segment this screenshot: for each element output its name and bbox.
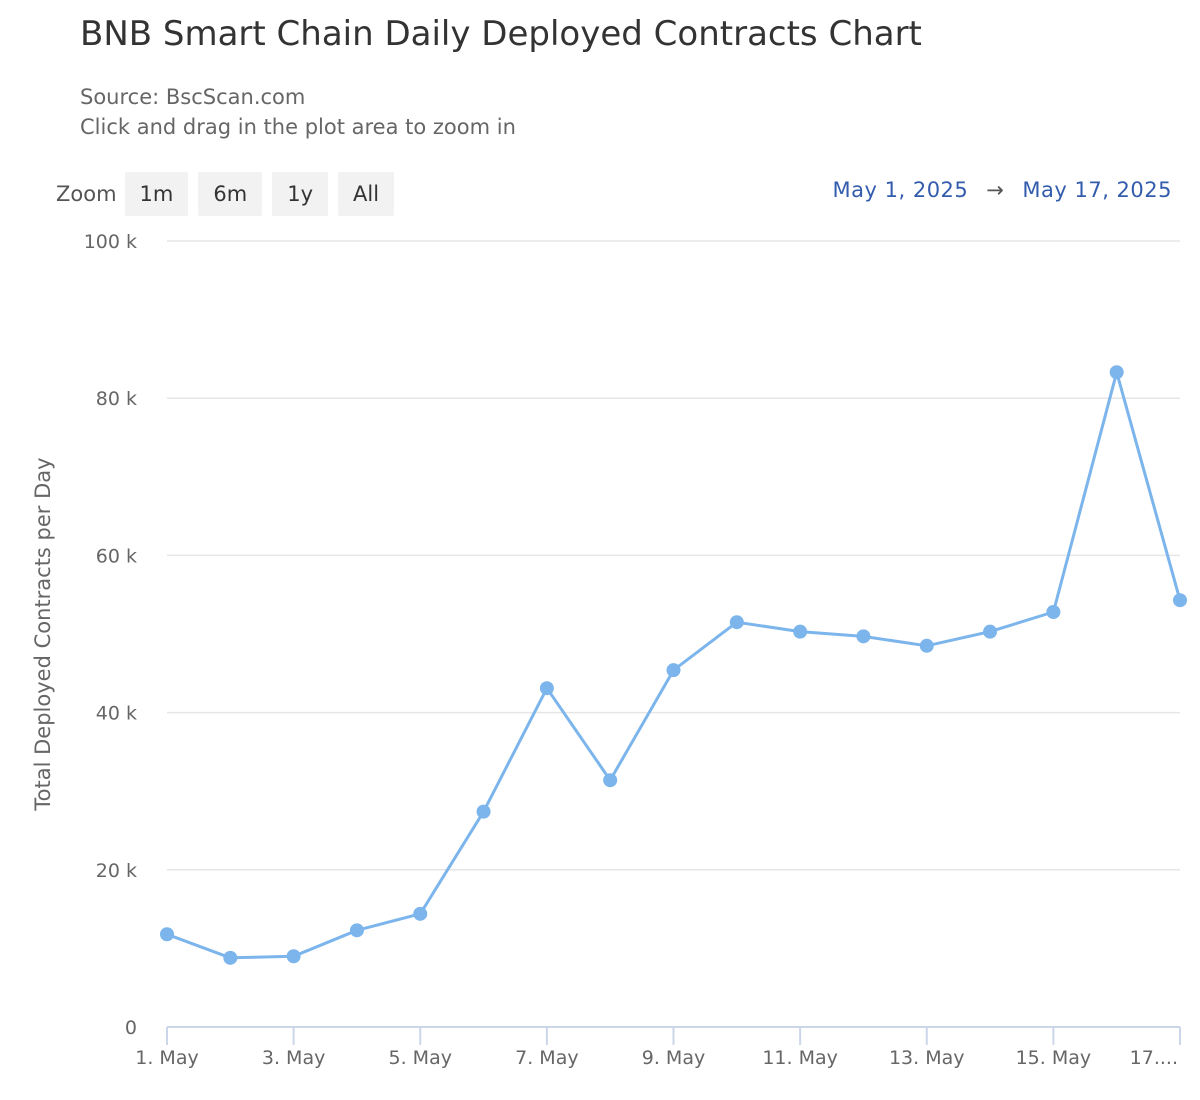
y-tick-label: 100 k xyxy=(84,231,137,253)
data-point-marker[interactable] xyxy=(856,629,871,644)
y-tick-label: 60 k xyxy=(96,545,137,567)
range-from-input[interactable]: May 1, 2025 xyxy=(832,178,969,202)
chart-subtitle: Source: BscScan.com Click and drag in th… xyxy=(80,82,516,142)
y-tick-label: 0 xyxy=(125,1017,137,1039)
data-point-marker[interactable] xyxy=(286,949,301,964)
data-point-marker[interactable] xyxy=(349,923,364,938)
x-tick-label: 11. May xyxy=(762,1047,838,1069)
x-tick-label: 17.... xyxy=(1130,1047,1178,1069)
data-point-marker[interactable] xyxy=(1046,604,1061,619)
arrow-right-icon: → xyxy=(986,178,1005,202)
zoom-1m-button[interactable]: 1m xyxy=(124,172,189,216)
data-point-marker[interactable] xyxy=(1173,593,1187,608)
chart-title: BNB Smart Chain Daily Deployed Contracts… xyxy=(80,14,922,54)
date-range: May 1, 2025 → May 17, 2025 xyxy=(833,178,1172,202)
x-axis: 1. May 3. May 5. May 7. May 9. May 11. May 13.… xyxy=(135,1026,1181,1069)
data-point-marker[interactable] xyxy=(666,663,681,678)
x-tick-label: 1. May xyxy=(135,1047,198,1069)
x-tick-label: 9. May xyxy=(642,1047,705,1069)
x-tick-label: 7. May xyxy=(515,1047,578,1069)
zoom-hint-text: Click and drag in the plot area to zoom … xyxy=(80,115,516,139)
range-to-input[interactable]: May 17, 2025 xyxy=(1022,178,1172,202)
y-tick-label: 80 k xyxy=(96,388,137,410)
data-point-marker[interactable] xyxy=(729,615,744,630)
data-point-marker[interactable] xyxy=(160,927,174,942)
data-point-marker[interactable] xyxy=(603,773,618,788)
grid-lines xyxy=(167,240,1180,871)
x-tick-label: 5. May xyxy=(389,1047,452,1069)
range-selector: Zoom 1m 6m 1y All xyxy=(56,172,404,216)
y-tick-label: 40 k xyxy=(96,703,137,725)
data-point-marker[interactable] xyxy=(919,638,934,653)
data-point-marker[interactable] xyxy=(223,950,238,965)
data-point-marker[interactable] xyxy=(793,624,808,639)
y-axis-labels: 0 20 k 40 k 60 k 80 k 100 k xyxy=(84,231,137,1039)
zoom-label: Zoom xyxy=(56,182,117,206)
series-markers[interactable] xyxy=(160,365,1187,965)
y-tick-label: 20 k xyxy=(96,860,137,882)
x-tick-label: 13. May xyxy=(889,1047,965,1069)
zoom-all-button[interactable]: All xyxy=(338,172,395,216)
x-tick-label: 3. May xyxy=(262,1047,325,1069)
data-point-marker[interactable] xyxy=(1109,365,1124,380)
x-tick-label: 15. May xyxy=(1016,1047,1092,1069)
y-axis-title: Total Deployed Contracts per Day xyxy=(31,457,55,811)
data-point-marker[interactable] xyxy=(983,624,998,639)
data-point-marker[interactable] xyxy=(413,906,428,921)
zoom-1y-button[interactable]: 1y xyxy=(272,172,328,216)
zoom-6m-button[interactable]: 6m xyxy=(198,172,263,216)
data-point-marker[interactable] xyxy=(476,804,491,819)
data-point-marker[interactable] xyxy=(539,681,554,696)
source-text: Source: BscScan.com xyxy=(80,85,306,109)
